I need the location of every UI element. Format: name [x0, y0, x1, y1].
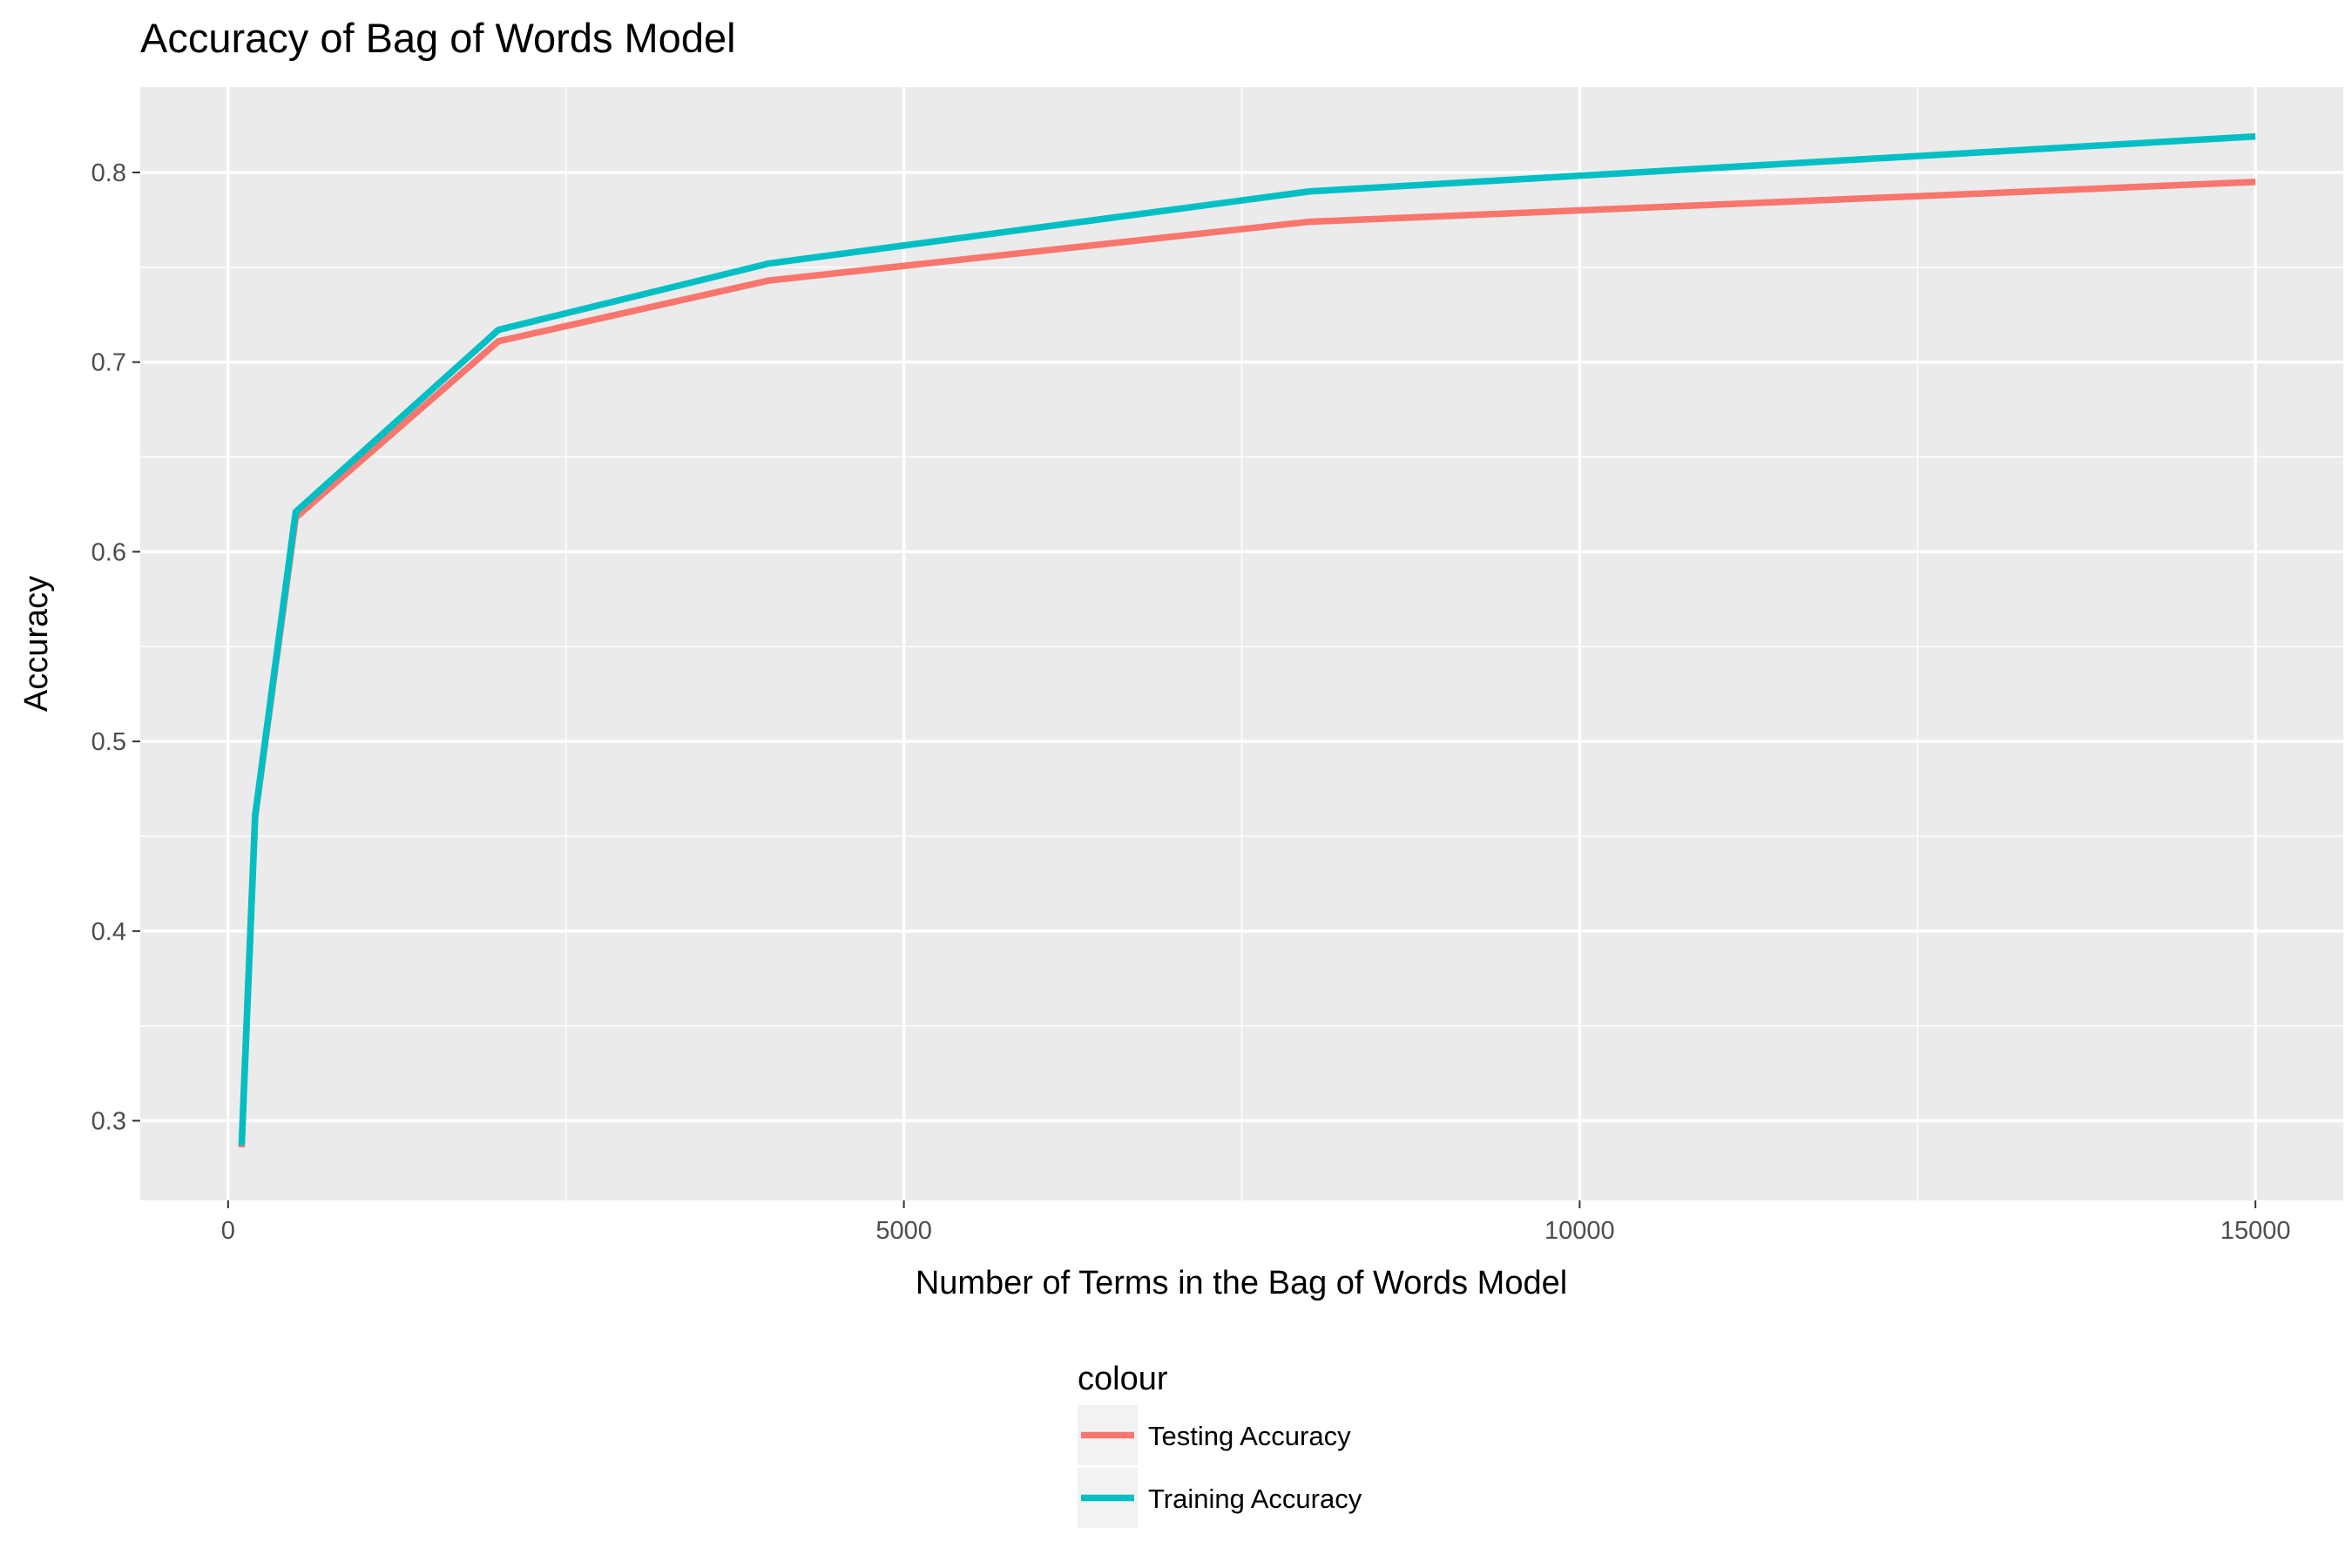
y-axis-title: Accuracy [18, 576, 55, 712]
grid-layer [140, 87, 2343, 1200]
legend-label: Testing Accuracy [1148, 1421, 1351, 1451]
chart-title: Accuracy of Bag of Words Model [140, 15, 736, 61]
series-layer [238, 132, 2256, 1148]
x-tick-label: 10000 [1544, 1217, 1615, 1245]
axis-layer: 0 5000 10000 15000 0.3 0.4 0.5 0.6 0.7 0.8 [91, 159, 2291, 1245]
legend: colour Testing Accuracy Training Accuracy [1078, 1361, 1362, 1528]
y-tick-label: 0.4 [91, 918, 126, 946]
y-tick-label: 0.8 [91, 159, 126, 187]
y-tick-label: 0.6 [91, 538, 126, 566]
axis-titles: Number of Terms in the Bag of Words Mode… [18, 576, 1567, 1301]
legend-label: Training Accuracy [1148, 1484, 1362, 1514]
y-tick-label: 0.3 [91, 1108, 126, 1136]
series-line-2 [238, 132, 2256, 1146]
x-tick-label: 5000 [875, 1217, 932, 1245]
y-tick-label: 0.5 [91, 728, 126, 756]
legend-title: colour [1078, 1361, 1168, 1397]
x-tick-label: 15000 [2220, 1217, 2291, 1245]
title-layer: Accuracy of Bag of Words Model [140, 15, 736, 61]
y-tick-label: 0.7 [91, 349, 126, 377]
x-axis-title: Number of Terms in the Bag of Words Mode… [916, 1265, 1567, 1301]
x-tick-label: 0 [221, 1217, 235, 1245]
